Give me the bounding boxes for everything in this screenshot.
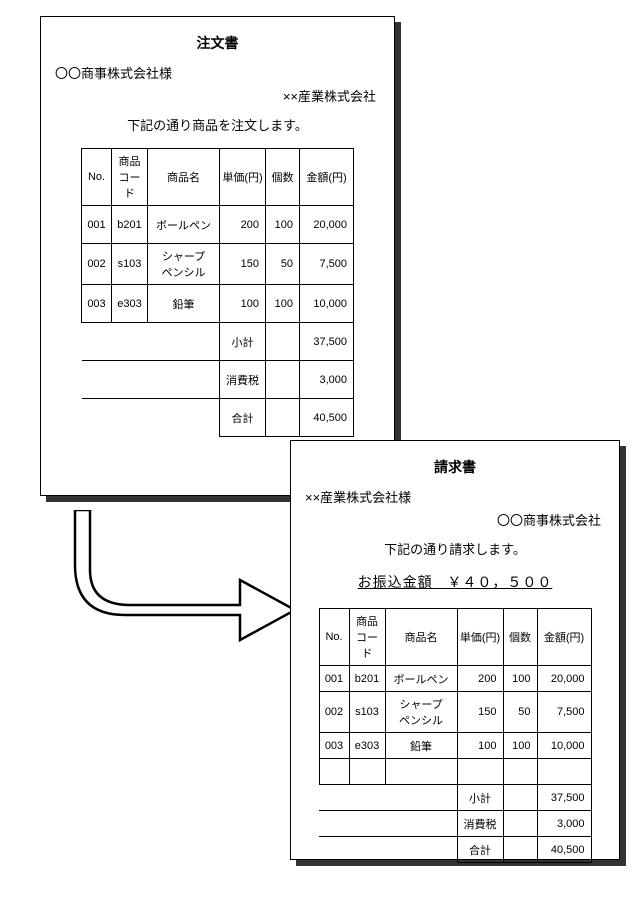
order-total-row: 合計 40,500 (82, 399, 354, 437)
order-document: 注文書 〇〇商事株式会社様 ××産業株式会社 下記の通り商品を注文します。 No… (40, 16, 395, 496)
cell-no: 002 (82, 244, 112, 285)
invoice-row: 002 s103 シャープペンシル 150 50 7,500 (319, 692, 591, 733)
cell-amt: 10,000 (537, 733, 591, 759)
invoice-total-row: 合計 40,500 (319, 837, 591, 863)
cell-code: s103 (112, 244, 148, 285)
cell-name: シャープペンシル (148, 244, 220, 285)
col-qty: 個数 (266, 149, 300, 206)
invoice-amount: お振込金額 ￥４０，５００ (303, 572, 607, 592)
order-row: 002 s103 シャープペンシル 150 50 7,500 (82, 244, 354, 285)
order-sender: ××産業株式会社 (53, 86, 376, 105)
order-table: No. 商品コード 商品名 単価(円) 個数 金額(円) 001 b201 ボー… (81, 148, 354, 437)
col-name: 商品名 (148, 149, 220, 206)
cell-unit: 200 (220, 206, 266, 244)
order-tax-row: 消費税 3,000 (82, 361, 354, 399)
cell-qty: 50 (503, 692, 537, 733)
col-code: 商品コード (112, 149, 148, 206)
invoice-table: No. 商品コード 商品名 単価(円) 個数 金額(円) 001 b201 ボー… (319, 608, 592, 863)
cell-no: 002 (319, 692, 349, 733)
cell-qty: 100 (266, 206, 300, 244)
cell-amt: 7,500 (537, 692, 591, 733)
invoice-recipient: ××産業株式会社様 (305, 487, 607, 506)
invoice-subtotal: 37,500 (537, 785, 591, 811)
order-total-label: 合計 (220, 399, 266, 437)
cell-no: 001 (82, 206, 112, 244)
invoice-row: 003 e303 鉛筆 100 100 10,000 (319, 733, 591, 759)
col-unit: 単価(円) (457, 609, 503, 666)
invoice-title: 請求書 (303, 457, 607, 477)
cell-amt: 20,000 (300, 206, 354, 244)
order-tax: 3,000 (300, 361, 354, 399)
cell-unit: 100 (457, 733, 503, 759)
order-subtotal-row: 小計 37,500 (82, 323, 354, 361)
invoice-header-row: No. 商品コード 商品名 単価(円) 個数 金額(円) (319, 609, 591, 666)
cell-qty: 100 (266, 285, 300, 323)
invoice-document: 請求書 ××産業株式会社様 〇〇商事株式会社 下記の通り請求します。 お振込金額… (290, 440, 620, 860)
cell-qty: 100 (503, 666, 537, 692)
invoice-sender: 〇〇商事株式会社 (303, 510, 601, 529)
invoice-total: 40,500 (537, 837, 591, 863)
order-row: 003 e303 鉛筆 100 100 10,000 (82, 285, 354, 323)
order-recipient: 〇〇商事株式会社様 (55, 63, 382, 82)
order-header-row: No. 商品コード 商品名 単価(円) 個数 金額(円) (82, 149, 354, 206)
arrow-icon (50, 510, 300, 650)
cell-amt: 7,500 (300, 244, 354, 285)
cell-name: 鉛筆 (385, 733, 457, 759)
cell-no: 003 (319, 733, 349, 759)
cell-code: e303 (349, 733, 385, 759)
cell-code: s103 (349, 692, 385, 733)
invoice-total-label: 合計 (457, 837, 503, 863)
order-row: 001 b201 ボールペン 200 100 20,000 (82, 206, 354, 244)
order-note: 下記の通り商品を注文します。 (53, 115, 382, 134)
cell-unit: 150 (220, 244, 266, 285)
cell-no: 003 (82, 285, 112, 323)
col-no: No. (319, 609, 349, 666)
invoice-note: 下記の通り請求します。 (303, 539, 607, 558)
invoice-amount-label: お振込金額 (358, 574, 433, 590)
col-amt: 金額(円) (300, 149, 354, 206)
invoice-subtotal-row: 小計 37,500 (319, 785, 591, 811)
order-tax-label: 消費税 (220, 361, 266, 399)
invoice-row: 001 b201 ボールペン 200 100 20,000 (319, 666, 591, 692)
order-title: 注文書 (53, 33, 382, 53)
invoice-tax-row: 消費税 3,000 (319, 811, 591, 837)
cell-name: ボールペン (148, 206, 220, 244)
invoice-tax: 3,000 (537, 811, 591, 837)
cell-code: b201 (349, 666, 385, 692)
cell-no: 001 (319, 666, 349, 692)
cell-amt: 20,000 (537, 666, 591, 692)
col-unit: 単価(円) (220, 149, 266, 206)
col-code: 商品コード (349, 609, 385, 666)
col-no: No. (82, 149, 112, 206)
cell-name: 鉛筆 (148, 285, 220, 323)
cell-name: シャープペンシル (385, 692, 457, 733)
invoice-tax-label: 消費税 (457, 811, 503, 837)
cell-code: b201 (112, 206, 148, 244)
cell-qty: 50 (266, 244, 300, 285)
invoice-subtotal-label: 小計 (457, 785, 503, 811)
cell-unit: 200 (457, 666, 503, 692)
cell-unit: 150 (457, 692, 503, 733)
cell-unit: 100 (220, 285, 266, 323)
order-subtotal-label: 小計 (220, 323, 266, 361)
cell-amt: 10,000 (300, 285, 354, 323)
invoice-amount-value: ￥４０，５００ (447, 574, 552, 590)
col-amt: 金額(円) (537, 609, 591, 666)
order-total: 40,500 (300, 399, 354, 437)
col-qty: 個数 (503, 609, 537, 666)
col-name: 商品名 (385, 609, 457, 666)
cell-name: ボールペン (385, 666, 457, 692)
invoice-empty-row (319, 759, 591, 785)
cell-code: e303 (112, 285, 148, 323)
order-subtotal: 37,500 (300, 323, 354, 361)
cell-qty: 100 (503, 733, 537, 759)
